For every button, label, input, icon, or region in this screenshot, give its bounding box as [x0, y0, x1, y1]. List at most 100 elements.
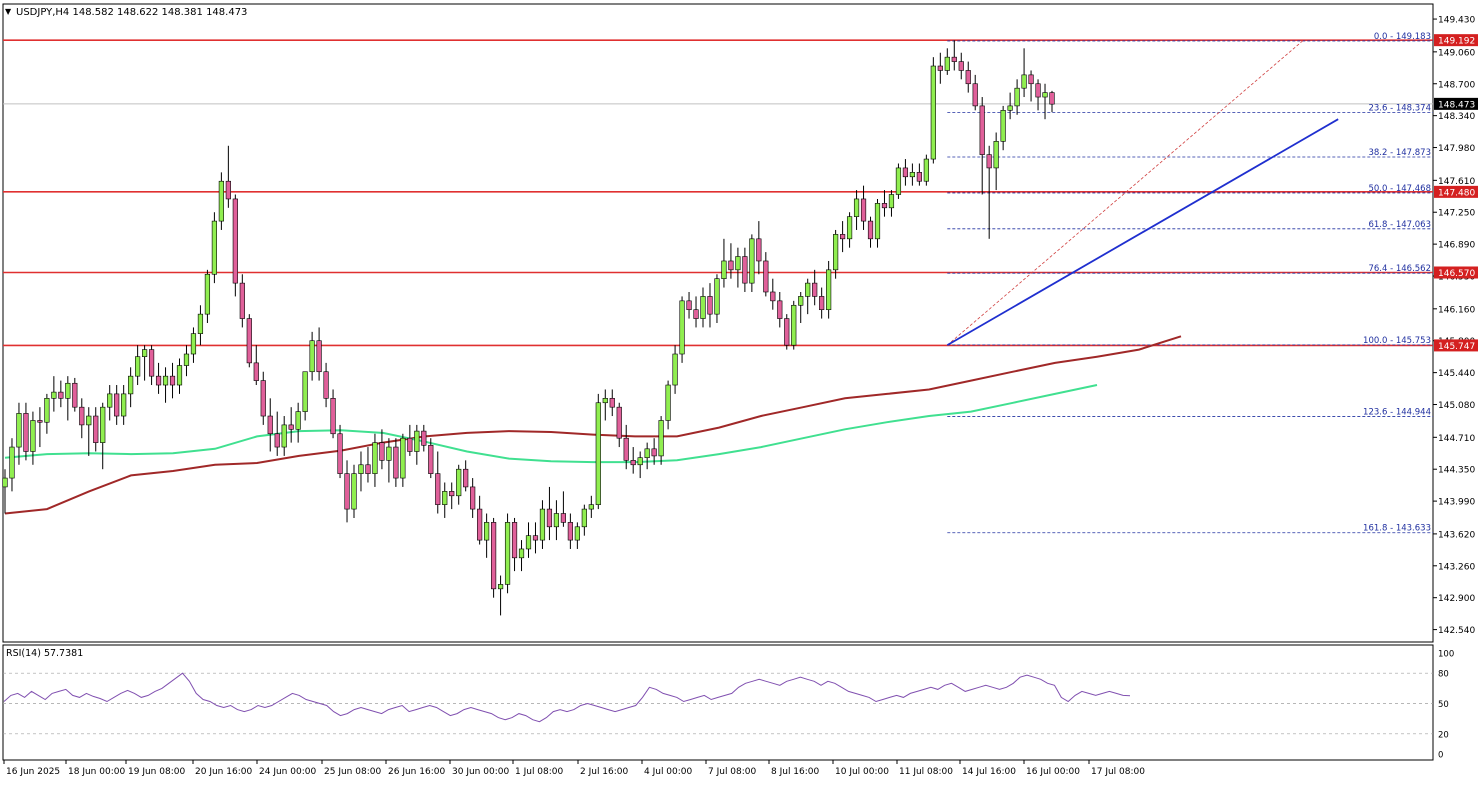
candle-body[interactable]: [839, 234, 846, 240]
candle-body[interactable]: [142, 349, 148, 357]
candle-body[interactable]: [972, 83, 978, 107]
candle-body[interactable]: [183, 353, 190, 366]
candle-body[interactable]: [190, 333, 197, 355]
candle-body[interactable]: [826, 269, 832, 311]
candle-body[interactable]: [414, 430, 420, 452]
candle-body[interactable]: [225, 180, 231, 200]
candle-body[interactable]: [819, 296, 825, 311]
candle-body[interactable]: [651, 448, 657, 457]
candle-body[interactable]: [672, 353, 678, 386]
candle-body[interactable]: [1007, 105, 1013, 111]
candle-body[interactable]: [735, 256, 741, 271]
candle-body[interactable]: [51, 391, 57, 399]
candle-body[interactable]: [204, 273, 211, 315]
candle-body[interactable]: [351, 473, 357, 510]
candle-body[interactable]: [93, 415, 99, 443]
candle-body[interactable]: [707, 296, 713, 315]
candle-body[interactable]: [686, 300, 692, 311]
candle-body[interactable]: [393, 446, 399, 479]
candle-body[interactable]: [763, 260, 769, 293]
candle-body[interactable]: [574, 526, 580, 541]
candle-body[interactable]: [714, 278, 720, 315]
candle-body[interactable]: [616, 406, 622, 439]
candle-body[interactable]: [916, 172, 922, 182]
candle-body[interactable]: [211, 220, 218, 275]
candle-body[interactable]: [484, 522, 490, 541]
candle-body[interactable]: [602, 398, 608, 404]
candle-body[interactable]: [86, 415, 92, 426]
candle-body[interactable]: [833, 234, 839, 271]
candle-body[interactable]: [281, 424, 287, 448]
candle-body[interactable]: [114, 393, 120, 417]
candle-body[interactable]: [274, 433, 280, 448]
candle-body[interactable]: [777, 300, 783, 319]
candle-body[interactable]: [65, 382, 71, 399]
candle-body[interactable]: [344, 473, 350, 510]
candle-body[interactable]: [456, 468, 462, 497]
candle-body[interactable]: [365, 464, 371, 474]
candle-body[interactable]: [1014, 87, 1020, 107]
candle-body[interactable]: [267, 415, 273, 435]
candle-body[interactable]: [372, 442, 378, 474]
candle-body[interactable]: [176, 365, 183, 386]
candle-body[interactable]: [1021, 74, 1027, 89]
candle-body[interactable]: [2, 477, 8, 488]
candle-body[interactable]: [100, 406, 106, 443]
candle-body[interactable]: [881, 203, 888, 209]
candle-body[interactable]: [665, 384, 671, 421]
candle-body[interactable]: [9, 446, 15, 479]
candle-body[interactable]: [958, 61, 964, 71]
candle-body[interactable]: [993, 141, 999, 169]
candle-body[interactable]: [986, 154, 992, 169]
candle-body[interactable]: [805, 282, 811, 297]
candle-body[interactable]: [644, 448, 650, 458]
dropdown-arrow-icon[interactable]: ▼: [5, 7, 12, 16]
candle-body[interactable]: [121, 393, 127, 417]
candle-body[interactable]: [937, 65, 943, 71]
candle-body[interactable]: [874, 203, 881, 240]
candle-body[interactable]: [107, 393, 113, 408]
candle-body[interactable]: [72, 382, 78, 408]
candle-body[interactable]: [798, 296, 804, 306]
candle-body[interactable]: [979, 105, 985, 155]
candle-body[interactable]: [253, 362, 259, 381]
candle-body[interactable]: [784, 318, 790, 346]
candle-body[interactable]: [923, 158, 929, 182]
candle-body[interactable]: [148, 349, 155, 377]
candle-body[interactable]: [309, 340, 315, 373]
candle-body[interactable]: [1035, 83, 1041, 98]
candle-body[interactable]: [721, 260, 727, 279]
candle-body[interactable]: [400, 437, 406, 479]
candle-body[interactable]: [504, 522, 511, 585]
candle-body[interactable]: [337, 433, 343, 474]
candle-body[interactable]: [1049, 92, 1055, 105]
candle-body[interactable]: [232, 198, 238, 284]
support-trendline[interactable]: [946, 118, 1339, 346]
candle-body[interactable]: [846, 216, 853, 240]
candle-body[interactable]: [246, 318, 252, 364]
candle-body[interactable]: [169, 375, 176, 386]
candle-body[interactable]: [658, 420, 664, 457]
candle-body[interactable]: [1028, 74, 1034, 85]
candle-body[interactable]: [867, 220, 874, 240]
candle-body[interactable]: [595, 402, 601, 505]
candle-body[interactable]: [700, 296, 706, 319]
candle-body[interactable]: [435, 473, 441, 505]
candle-body[interactable]: [756, 238, 762, 262]
candle-body[interactable]: [546, 508, 553, 528]
candle-body[interactable]: [511, 522, 518, 559]
candle-body[interactable]: [588, 504, 594, 510]
candle-body[interactable]: [749, 238, 755, 284]
candle-body[interactable]: [477, 508, 483, 541]
candle-body[interactable]: [442, 491, 448, 505]
candle-body[interactable]: [895, 167, 902, 195]
candle-body[interactable]: [470, 486, 476, 510]
candle-body[interactable]: [490, 522, 497, 590]
candle-body[interactable]: [463, 468, 469, 488]
candle-body[interactable]: [909, 172, 915, 178]
candle-body[interactable]: [609, 398, 615, 408]
candle-body[interactable]: [1042, 92, 1048, 98]
candle-body[interactable]: [497, 584, 504, 590]
candle-body[interactable]: [316, 340, 322, 373]
